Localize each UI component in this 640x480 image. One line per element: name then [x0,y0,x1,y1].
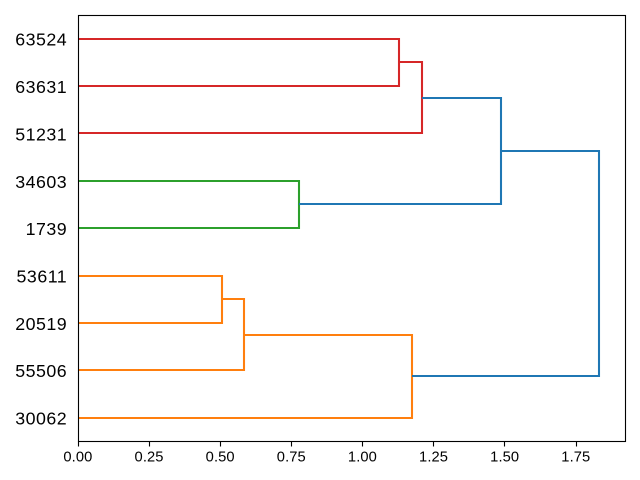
svg-text:0.50: 0.50 [206,450,235,466]
svg-text:34603: 34603 [15,172,67,192]
svg-text:63631: 63631 [15,77,67,97]
svg-text:55506: 55506 [15,361,67,381]
svg-text:1.50: 1.50 [490,450,519,466]
svg-text:0.75: 0.75 [277,450,306,466]
svg-text:1739: 1739 [26,219,68,239]
svg-text:51231: 51231 [15,124,67,144]
svg-text:20519: 20519 [15,314,67,334]
svg-text:1.00: 1.00 [348,450,377,466]
svg-text:0.25: 0.25 [135,450,164,466]
svg-text:53611: 53611 [17,267,68,287]
svg-text:63524: 63524 [15,30,67,50]
svg-text:0.00: 0.00 [63,450,92,466]
svg-text:1.75: 1.75 [561,450,590,466]
svg-text:30062: 30062 [15,409,67,429]
svg-text:1.25: 1.25 [419,450,448,466]
